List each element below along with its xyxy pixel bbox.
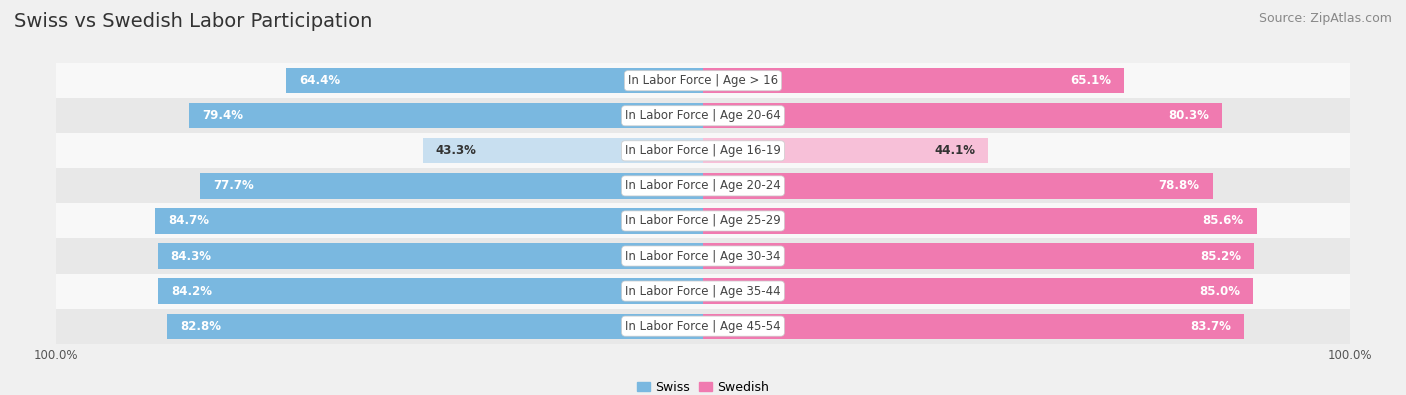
Bar [703,314,1244,339]
Bar [155,208,703,233]
Bar [190,103,703,128]
Bar [56,273,1350,308]
Bar [159,278,703,304]
Bar [703,243,1254,269]
Text: 84.7%: 84.7% [169,214,209,228]
Text: 65.1%: 65.1% [1070,74,1111,87]
Text: 43.3%: 43.3% [436,144,477,157]
Bar [703,103,1222,128]
Bar [703,208,1257,233]
Bar [56,203,1350,239]
Bar [157,243,703,269]
Bar [56,63,1350,98]
Text: 82.8%: 82.8% [180,320,221,333]
Bar [56,134,1350,168]
Text: In Labor Force | Age 20-24: In Labor Force | Age 20-24 [626,179,780,192]
Text: Source: ZipAtlas.com: Source: ZipAtlas.com [1258,12,1392,25]
Text: 84.2%: 84.2% [172,284,212,297]
Text: In Labor Force | Age 45-54: In Labor Force | Age 45-54 [626,320,780,333]
Bar [56,239,1350,273]
Text: In Labor Force | Age 30-34: In Labor Force | Age 30-34 [626,250,780,263]
Bar [56,98,1350,133]
Text: 85.0%: 85.0% [1199,284,1240,297]
Text: Swiss vs Swedish Labor Participation: Swiss vs Swedish Labor Participation [14,12,373,31]
Text: In Labor Force | Age 16-19: In Labor Force | Age 16-19 [626,144,780,157]
Bar [703,278,1253,304]
Text: In Labor Force | Age > 16: In Labor Force | Age > 16 [628,74,778,87]
Bar [703,68,1123,93]
Text: 78.8%: 78.8% [1159,179,1199,192]
Bar [423,138,703,164]
Bar [56,308,1350,344]
Text: 79.4%: 79.4% [202,109,243,122]
Text: 64.4%: 64.4% [299,74,340,87]
Bar [287,68,703,93]
Text: In Labor Force | Age 25-29: In Labor Force | Age 25-29 [626,214,780,228]
Text: In Labor Force | Age 20-64: In Labor Force | Age 20-64 [626,109,780,122]
Text: 85.6%: 85.6% [1202,214,1244,228]
Bar [703,138,988,164]
Text: 80.3%: 80.3% [1168,109,1209,122]
Text: 44.1%: 44.1% [934,144,976,157]
Text: 85.2%: 85.2% [1201,250,1241,263]
Text: 77.7%: 77.7% [214,179,254,192]
Bar [703,173,1212,199]
Text: 83.7%: 83.7% [1191,320,1232,333]
Bar [56,168,1350,203]
Bar [167,314,703,339]
Bar [201,173,703,199]
Text: 84.3%: 84.3% [170,250,212,263]
Text: In Labor Force | Age 35-44: In Labor Force | Age 35-44 [626,284,780,297]
Legend: Swiss, Swedish: Swiss, Swedish [633,376,773,395]
